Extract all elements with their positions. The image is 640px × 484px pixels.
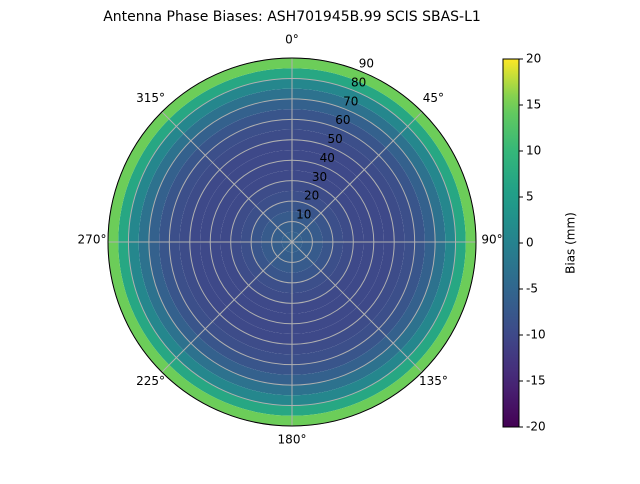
theta-tick-label: 45° xyxy=(423,91,444,105)
theta-tick-label: 0° xyxy=(285,33,299,47)
grid-spoke xyxy=(291,241,423,373)
grid-spoke xyxy=(291,111,423,243)
colorbar-tick-label: -10 xyxy=(526,328,546,342)
theta-tick-label: 270° xyxy=(78,233,107,247)
r-tick-label: 40 xyxy=(320,151,335,165)
colorbar-tick-label: -5 xyxy=(526,282,538,296)
r-tick-label: 80 xyxy=(351,75,366,89)
r-tick-label: 20 xyxy=(304,189,319,203)
r-tick-label: 30 xyxy=(312,170,327,184)
theta-tick-label: 135° xyxy=(419,374,448,388)
theta-tick-label: 90° xyxy=(481,233,502,247)
colorbar-label: Bias (mm) xyxy=(564,212,578,274)
r-tick-label: 50 xyxy=(327,132,342,146)
r-tick-label: 60 xyxy=(335,113,350,127)
chart-title: Antenna Phase Biases: ASH701945B.99 SCIS… xyxy=(103,9,481,25)
grid-spoke xyxy=(161,241,293,373)
colorbar-tick-label: 0 xyxy=(526,236,534,250)
theta-tick-label: 315° xyxy=(136,91,165,105)
colorbar-tick-label: 5 xyxy=(526,190,534,204)
r-tick-label: 70 xyxy=(343,94,358,108)
colorbar-tick-label: -15 xyxy=(526,374,546,388)
colorbar-tick-label: 10 xyxy=(526,144,541,158)
r-tick-label: 10 xyxy=(296,208,311,222)
theta-tick-label: 180° xyxy=(278,433,307,447)
r-tick-label: 90 xyxy=(359,57,374,71)
colorbar-tick-label: 15 xyxy=(526,98,541,112)
grid-spoke xyxy=(161,111,293,243)
colorbar-tick-label: 20 xyxy=(526,52,541,66)
polar-frame xyxy=(107,57,477,427)
theta-tick-label: 225° xyxy=(136,374,165,388)
colorbar-tick-label: -20 xyxy=(526,420,546,434)
colorbar xyxy=(502,58,520,428)
